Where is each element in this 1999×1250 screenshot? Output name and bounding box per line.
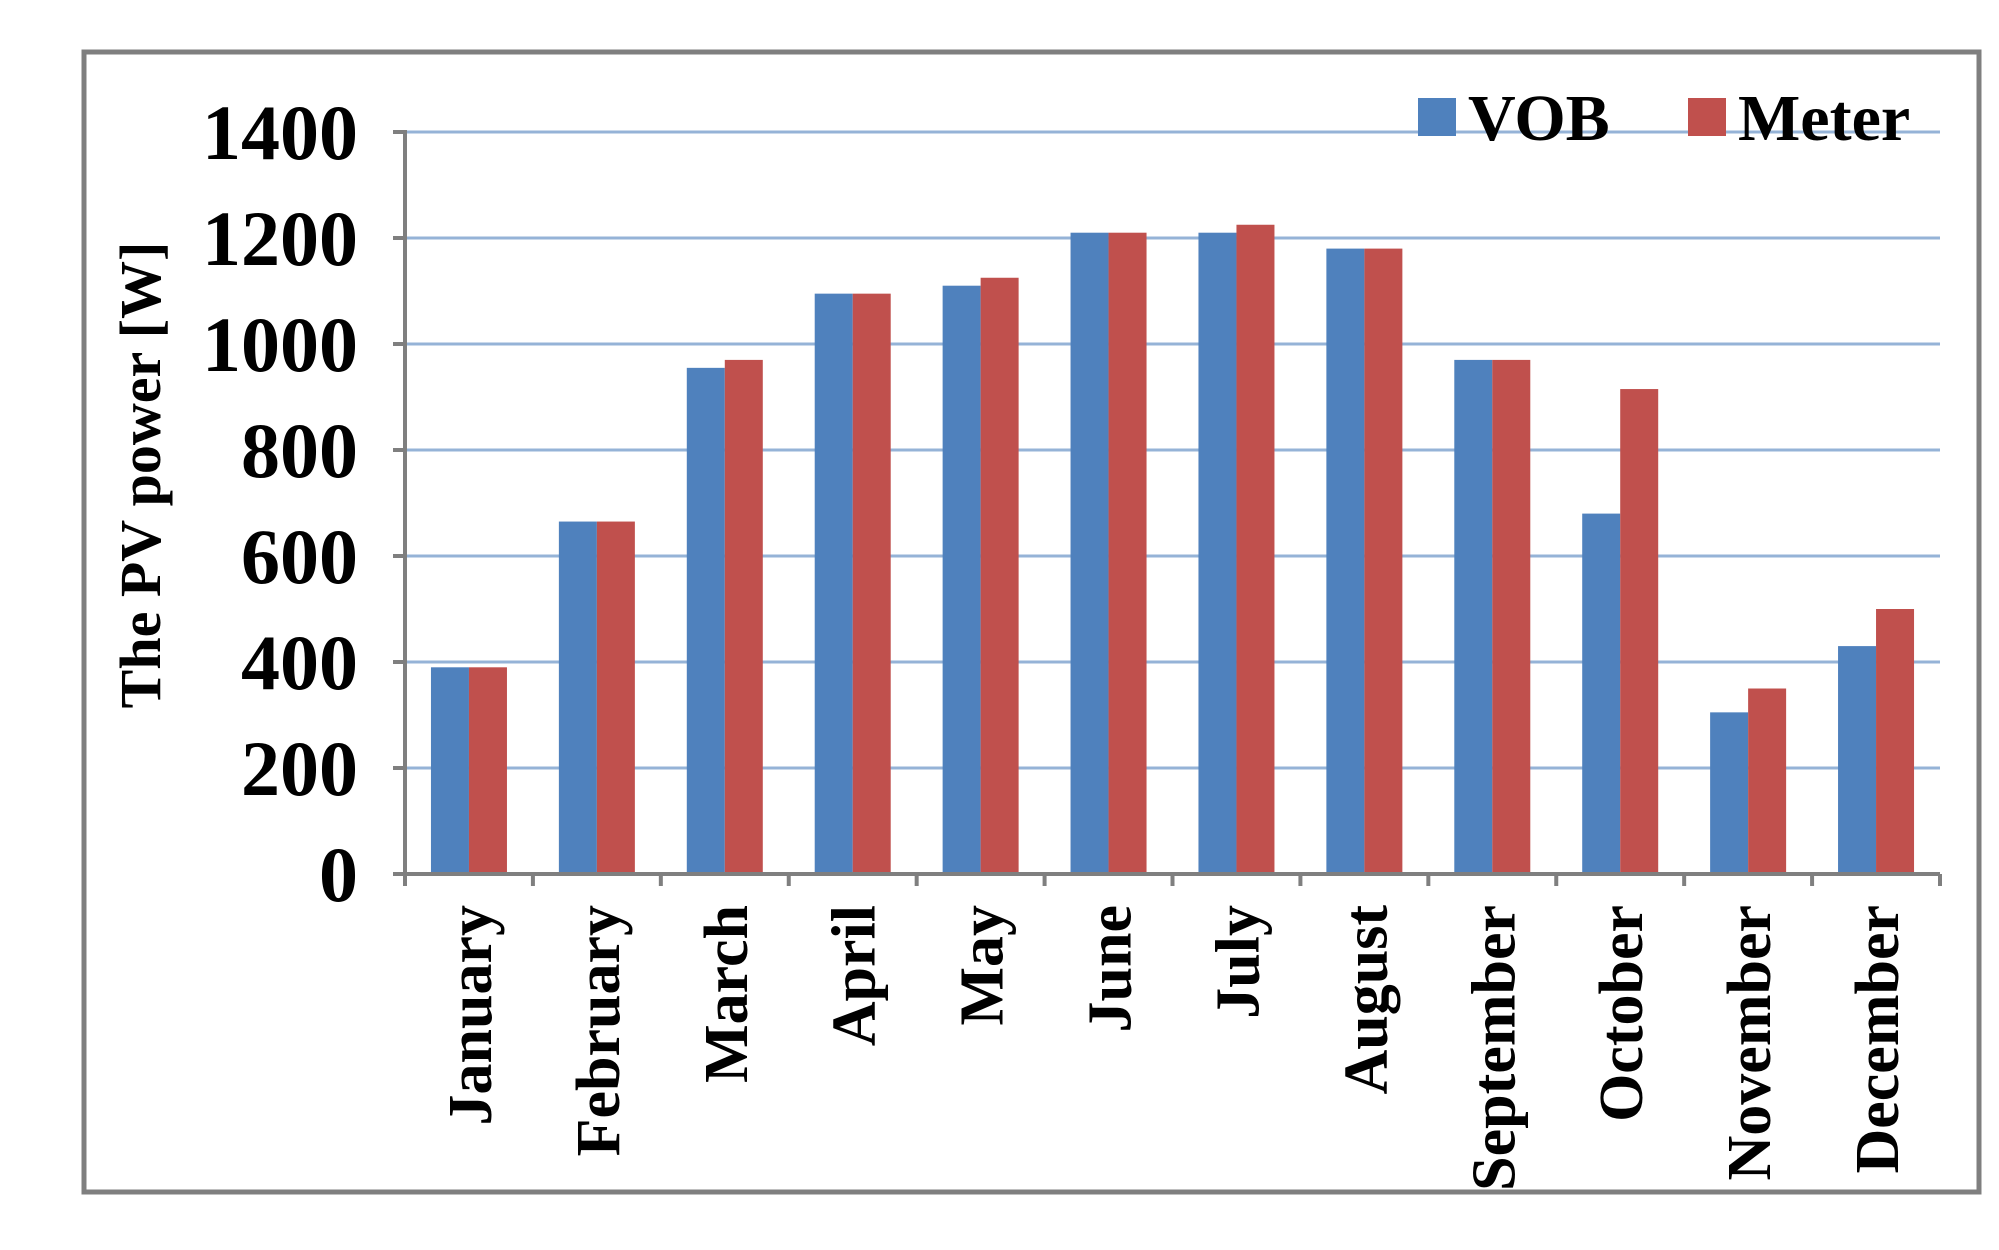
bar-meter-january <box>468 667 507 874</box>
bar-vob-october <box>1582 513 1621 874</box>
bar-vob-december <box>1838 646 1877 874</box>
bar-vob-june <box>1070 232 1109 874</box>
bar-vob-september <box>1454 359 1493 874</box>
x-category-label: April <box>821 905 889 1046</box>
x-category-label: January <box>437 905 505 1125</box>
x-category-label: September <box>1460 905 1528 1191</box>
bar-meter-september <box>1492 359 1531 874</box>
y-tick-label: 600 <box>241 513 358 600</box>
bar-vob-january <box>430 667 469 874</box>
y-tick-label: 1200 <box>202 195 358 282</box>
y-tick-label: 800 <box>241 407 358 494</box>
x-category-label: October <box>1588 905 1656 1122</box>
bar-meter-october <box>1620 389 1659 874</box>
x-category-label: June <box>1077 905 1145 1032</box>
bar-vob-may <box>942 285 981 874</box>
y-tick-label: 0 <box>319 831 358 918</box>
bar-vob-august <box>1326 248 1365 875</box>
x-category-label: December <box>1844 905 1912 1174</box>
gridlines <box>405 130 1940 770</box>
bar-meter-february <box>596 521 635 874</box>
x-category-label: August <box>1332 905 1400 1095</box>
y-axis-label: The PV power [W] <box>108 242 173 709</box>
bar-meter-august <box>1364 248 1403 875</box>
bars <box>430 224 1915 875</box>
bar-vob-march <box>686 367 725 874</box>
bar-meter-march <box>724 359 763 874</box>
legend-label-vob: VOB <box>1468 82 1610 155</box>
x-category-labels: January February March April May June July Augu… <box>437 905 1912 1191</box>
legend-label-meter: Meter <box>1738 82 1910 155</box>
bar-meter-april <box>852 293 891 874</box>
bar-meter-july <box>1236 224 1275 874</box>
axes <box>393 130 1942 886</box>
y-tick-label: 1000 <box>202 301 358 388</box>
bar-vob-february <box>558 521 597 874</box>
legend-swatch-vob <box>1418 98 1456 136</box>
legend-swatch-meter <box>1688 98 1726 136</box>
y-tick-label: 200 <box>241 725 358 812</box>
y-tick-label: 400 <box>241 619 358 706</box>
bar-meter-june <box>1108 232 1147 874</box>
legend: VOB Meter <box>1418 82 1910 155</box>
x-category-label: February <box>565 905 633 1156</box>
bar-meter-november <box>1748 688 1787 874</box>
x-category-label: May <box>949 905 1017 1026</box>
bar-meter-december <box>1876 609 1915 874</box>
x-category-label: March <box>693 905 761 1083</box>
x-category-label: November <box>1716 905 1784 1180</box>
bar-vob-november <box>1710 712 1749 874</box>
bar-vob-april <box>814 293 853 874</box>
x-category-label: July <box>1204 905 1272 1019</box>
chart-frame <box>81 49 1982 1195</box>
y-tick-labels: 0 200 400 600 800 1000 1200 1400 <box>202 89 358 918</box>
bar-vob-july <box>1198 232 1237 874</box>
bar-meter-may <box>980 277 1019 874</box>
y-tick-label: 1400 <box>202 89 358 176</box>
